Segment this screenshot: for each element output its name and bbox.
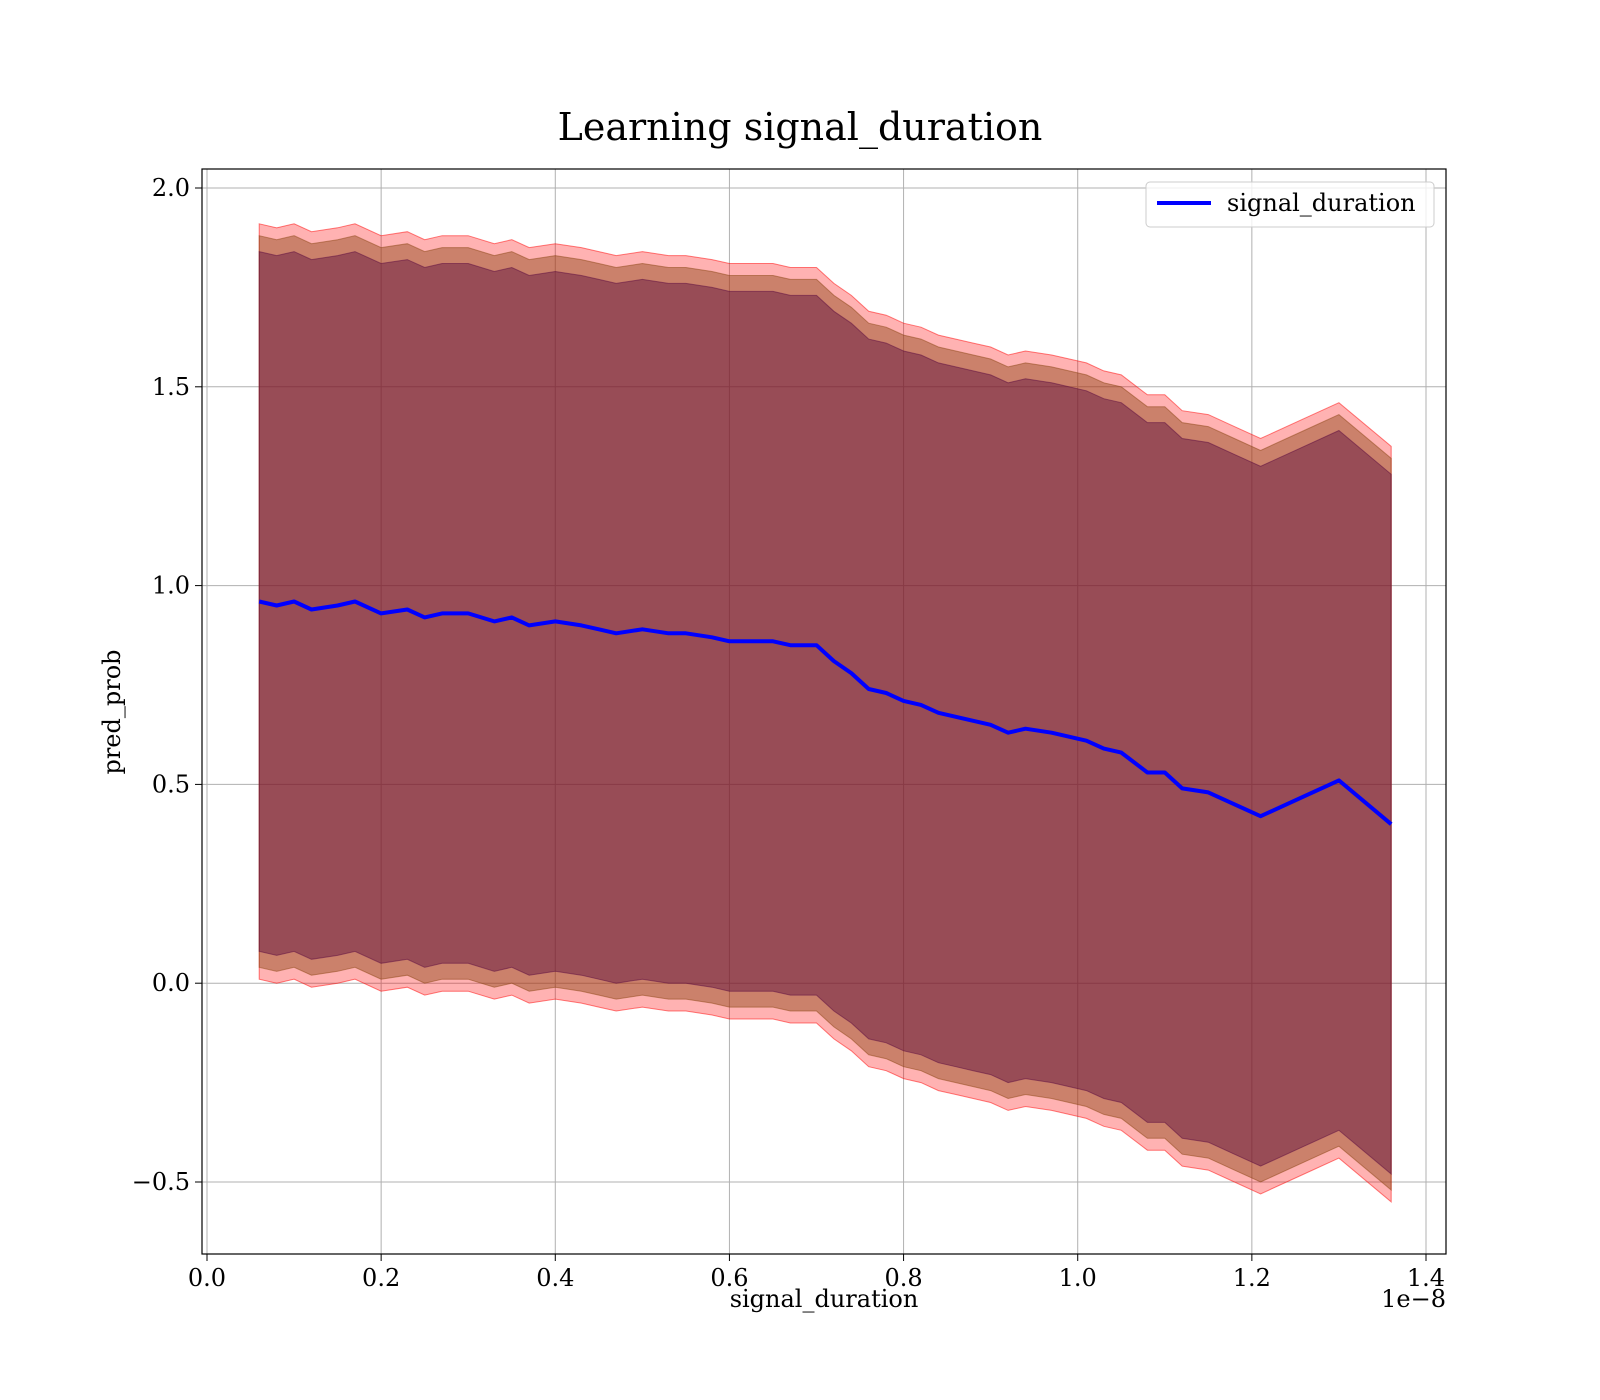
x-tick-label-2: 0.4 [536,1264,574,1292]
confidence-band-1 [258,235,1392,1192]
x-axis-label: signal_duration [730,1285,919,1313]
x-tick-label-1: 0.2 [362,1264,400,1292]
x-tick-label-0: 0.0 [188,1264,226,1292]
y-tick-label-1: 0.0 [152,969,190,997]
x-tick-label-6: 1.2 [1233,1264,1271,1292]
x-tick-label-7: 1.4 [1407,1264,1445,1292]
y-tick-label-0: −0.5 [132,1168,190,1196]
x-tick-label-5: 1.0 [1059,1264,1097,1292]
legend-label-signal-duration: signal_duration [1227,189,1416,217]
x-tick-label-3: 0.6 [710,1264,748,1292]
x-axis-ticks: 0.0 0.2 0.4 0.6 0.8 1.0 1.2 1.4 [188,1254,1445,1292]
y-tick-label-2: 0.5 [152,770,190,798]
y-tick-label-4: 1.5 [152,373,190,401]
confidence-band-2 [258,250,1392,1176]
legend-box [1145,181,1435,228]
confidence-bands [258,223,1392,1203]
y-tick-label-3: 1.0 [152,572,190,600]
legend: signal_duration [1145,181,1435,228]
y-tick-label-5: 2.0 [152,174,190,202]
confidence-band-0 [258,223,1392,1203]
y-axis-label: pred_prob [98,649,126,774]
plot-area-frame [201,168,1447,1255]
x-tick-label-4: 0.8 [884,1264,922,1292]
x-axis-offset-label: 1e−8 [1381,1285,1446,1313]
y-axis-ticks: −0.5 0.0 0.5 1.0 1.5 2.0 [132,174,202,1196]
series-line-0 [258,599,1393,826]
series-lines [258,599,1393,826]
chart-title: Learning signal_duration [558,105,1043,150]
